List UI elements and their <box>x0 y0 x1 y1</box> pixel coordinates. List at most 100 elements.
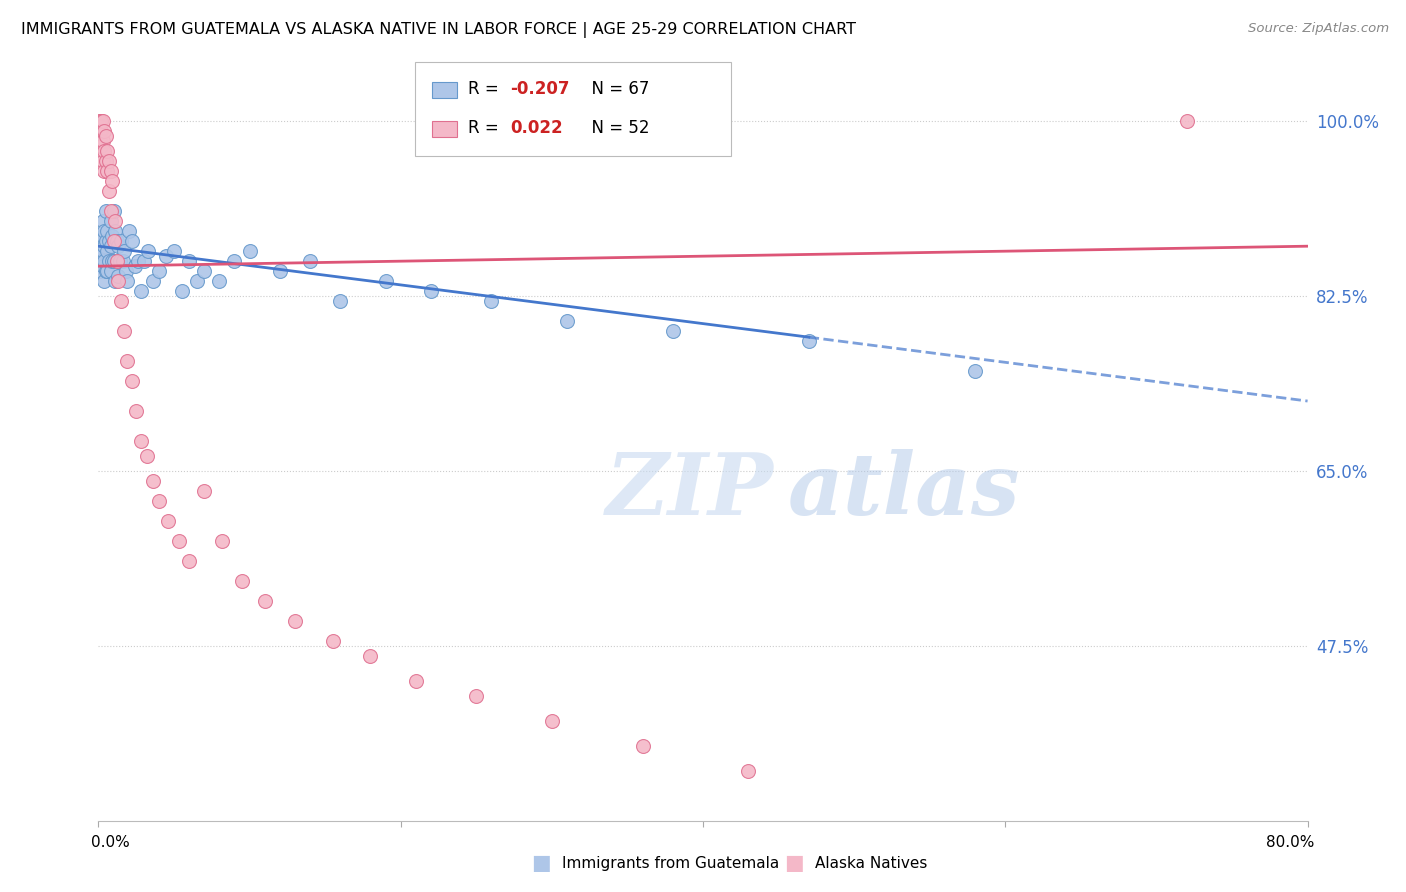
Point <box>94 129 117 144</box>
Text: ■: ■ <box>531 854 551 873</box>
Point <box>98 154 121 169</box>
Point <box>167 533 190 548</box>
Point <box>100 239 122 253</box>
Point <box>124 259 146 273</box>
Point <box>118 224 141 238</box>
Point <box>91 114 114 128</box>
Point <box>239 244 262 259</box>
Point <box>90 254 112 268</box>
Point <box>129 284 152 298</box>
Point <box>125 404 148 418</box>
Point <box>90 124 112 138</box>
Point <box>98 184 121 198</box>
Point <box>89 134 111 148</box>
Point <box>374 274 396 288</box>
Point <box>231 574 253 588</box>
Point <box>104 224 127 238</box>
Point <box>299 254 322 268</box>
Point <box>797 334 820 348</box>
Point <box>98 254 121 268</box>
Point <box>100 164 122 178</box>
Point <box>94 234 117 248</box>
Text: IMMIGRANTS FROM GUATEMALA VS ALASKA NATIVE IN LABOR FORCE | AGE 25-29 CORRELATIO: IMMIGRANTS FROM GUATEMALA VS ALASKA NATI… <box>21 22 856 38</box>
Text: Source: ZipAtlas.com: Source: ZipAtlas.com <box>1249 22 1389 36</box>
Point <box>104 274 127 288</box>
Point <box>329 294 352 309</box>
Point <box>136 244 159 259</box>
Point <box>93 274 115 288</box>
Point <box>208 274 231 288</box>
Point <box>132 254 155 268</box>
Point <box>96 264 118 278</box>
Point <box>115 274 138 288</box>
Point <box>100 214 122 228</box>
Point <box>90 139 112 153</box>
Point <box>115 354 138 368</box>
Point <box>101 254 124 268</box>
Point <box>129 434 152 448</box>
Point <box>284 614 307 628</box>
Point <box>90 234 112 248</box>
Point <box>93 224 115 238</box>
Point <box>96 224 118 238</box>
Point <box>89 114 111 128</box>
Point <box>114 264 136 278</box>
Point <box>163 244 186 259</box>
Text: 80.0%: 80.0% <box>1267 836 1315 850</box>
Point <box>96 244 118 259</box>
Point <box>107 239 129 253</box>
Point <box>112 324 135 338</box>
Point <box>107 269 129 284</box>
Point <box>224 254 246 268</box>
Point <box>110 234 132 248</box>
Point <box>93 145 115 159</box>
Text: 0.022: 0.022 <box>510 120 562 137</box>
Point <box>465 689 488 703</box>
Point <box>156 514 179 528</box>
Point <box>121 234 143 248</box>
Point <box>89 249 111 263</box>
Point <box>121 374 143 388</box>
Text: N = 52: N = 52 <box>581 120 650 137</box>
Point <box>105 254 128 268</box>
Text: R =: R = <box>468 79 505 98</box>
Text: 0.0%: 0.0% <box>91 836 131 850</box>
Point <box>631 739 654 753</box>
Point <box>91 214 114 228</box>
Point <box>193 264 215 278</box>
Point <box>101 229 124 244</box>
Point <box>360 648 382 663</box>
Point <box>111 254 134 268</box>
Text: N = 67: N = 67 <box>581 79 650 98</box>
Point <box>94 264 117 278</box>
Point <box>108 254 131 268</box>
Point <box>155 249 177 263</box>
Point <box>148 494 170 508</box>
Point <box>405 673 427 688</box>
Point <box>93 124 115 138</box>
Point <box>110 294 132 309</box>
Point <box>96 164 118 178</box>
Point <box>100 204 122 219</box>
Text: Alaska Natives: Alaska Natives <box>815 856 928 871</box>
Point <box>253 594 276 608</box>
Point <box>101 174 124 188</box>
Point <box>269 264 291 278</box>
Point <box>193 483 215 498</box>
Point <box>142 274 165 288</box>
Point <box>737 764 759 778</box>
Point <box>90 114 112 128</box>
Point <box>142 474 165 488</box>
Point <box>91 259 114 273</box>
Point <box>170 284 193 298</box>
Point <box>104 214 127 228</box>
Point <box>89 244 111 259</box>
Point <box>98 234 121 248</box>
Point <box>211 533 233 548</box>
Point <box>179 254 201 268</box>
Text: atlas: atlas <box>787 450 1021 533</box>
Point <box>93 164 115 178</box>
Point <box>100 264 122 278</box>
Point <box>127 254 149 268</box>
Point <box>186 274 208 288</box>
